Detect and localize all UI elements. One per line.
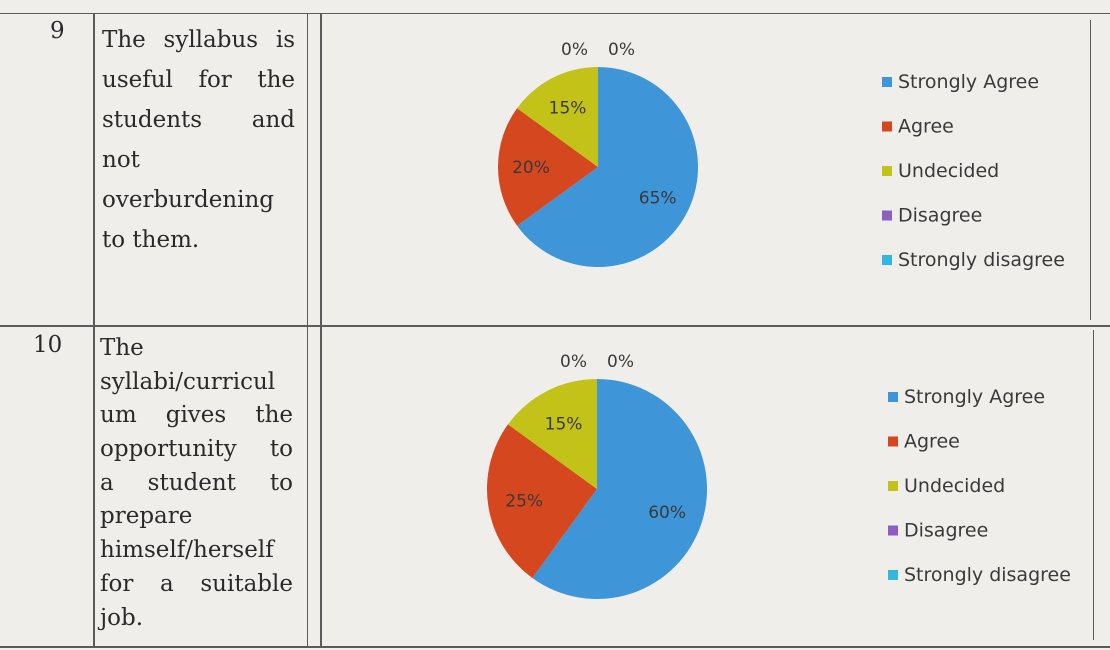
- column-divider: [1093, 330, 1094, 640]
- legend-label: Disagree: [898, 205, 982, 227]
- row-number: 10: [33, 332, 63, 358]
- statement-line: job.: [100, 604, 144, 631]
- data-label: 20%: [512, 158, 550, 178]
- legend-swatch: [882, 77, 892, 87]
- statement-line: prepare: [100, 503, 193, 530]
- table-border-bottom: [0, 646, 1110, 648]
- legend-label: Strongly disagree: [904, 564, 1071, 586]
- data-label: 65%: [639, 188, 677, 208]
- legend-swatch: [882, 166, 892, 176]
- data-label: 0%: [607, 352, 634, 372]
- pie-chart: 65% 20% 15% 0% 0% Strongly Agree Agree Undecide…: [498, 40, 1065, 271]
- legend-swatch: [888, 481, 898, 491]
- legend-swatch: [888, 570, 898, 580]
- legend-item: Disagree: [888, 520, 988, 542]
- legend-swatch: [888, 436, 898, 447]
- legend-item: Strongly Agree: [888, 386, 1045, 408]
- pie-slice: [517, 67, 598, 167]
- legend-label: Undecided: [898, 160, 999, 182]
- legend-swatch: [882, 121, 892, 132]
- statement-text: The syllabus is useful for the students …: [102, 20, 295, 260]
- data-label: 0%: [561, 40, 588, 60]
- legend-swatch: [888, 525, 898, 536]
- legend-swatch: [882, 255, 892, 265]
- statement-line: students and: [102, 107, 295, 133]
- pie-slice: [508, 379, 597, 489]
- legend-label: Undecided: [904, 475, 1005, 497]
- legend-item: Strongly disagree: [882, 249, 1065, 271]
- legend-item: Strongly Agree: [882, 71, 1039, 93]
- data-label: 15%: [545, 414, 583, 434]
- legend-label: Strongly Agree: [898, 71, 1039, 93]
- legend-item: Agree: [888, 431, 960, 453]
- data-label: 60%: [648, 503, 686, 523]
- data-label: 0%: [560, 352, 587, 372]
- legend-item: Disagree: [882, 205, 982, 227]
- legend-label: Agree: [904, 431, 960, 453]
- statement-line: not: [102, 147, 140, 173]
- legend-swatch: [888, 392, 898, 402]
- statement-line: overburdening: [102, 187, 275, 213]
- statement-line: The: [100, 335, 144, 361]
- statement-text: The syllabi/curricul um gives the opport…: [100, 332, 293, 635]
- legend-swatch: [882, 210, 892, 221]
- table-border-top: [0, 13, 1110, 14]
- pie-slice: [487, 424, 597, 578]
- statement-line: a student to: [100, 469, 293, 496]
- data-label: 15%: [549, 98, 587, 118]
- column-divider: [307, 13, 308, 647]
- legend-item: Undecided: [888, 475, 1005, 497]
- legend-item: Strongly disagree: [888, 564, 1071, 586]
- legend-label: Strongly disagree: [898, 249, 1065, 271]
- data-label: 0%: [608, 40, 635, 60]
- statement-line: for a suitable: [100, 570, 293, 597]
- column-divider: [1090, 20, 1091, 320]
- row-divider: [0, 325, 1110, 327]
- pie-slice: [498, 108, 598, 226]
- statement-line: um gives the: [100, 402, 293, 429]
- legend-item: Agree: [882, 116, 954, 138]
- pie-slice: [532, 379, 707, 599]
- pie-chart: 60% 25% 15% 0% 0% Strongly Agree Agree Undecide…: [487, 352, 1071, 599]
- legend-label: Agree: [898, 116, 954, 138]
- statement-line: The syllabus is: [102, 27, 295, 53]
- column-divider: [320, 13, 322, 647]
- legend-item: Undecided: [882, 160, 999, 182]
- statement-line: opportunity to: [100, 436, 293, 463]
- legend-label: Strongly Agree: [904, 386, 1045, 408]
- statement-line: syllabi/curricul: [100, 368, 276, 395]
- pie-slice: [517, 67, 698, 267]
- column-divider: [93, 13, 95, 647]
- statement-line: useful for the: [102, 67, 295, 93]
- row-number: 9: [50, 18, 65, 44]
- statement-line: to them.: [102, 227, 200, 253]
- statement-line: himself/herself: [100, 537, 274, 564]
- data-label: 25%: [505, 492, 543, 512]
- legend-label: Disagree: [904, 520, 988, 542]
